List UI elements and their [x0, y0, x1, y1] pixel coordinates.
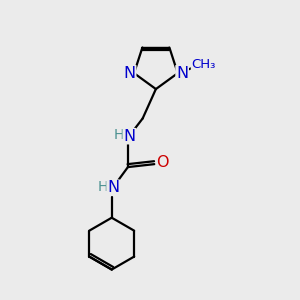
- Text: H: H: [114, 128, 124, 142]
- Text: N: N: [107, 180, 119, 195]
- Text: O: O: [156, 155, 169, 170]
- Text: H: H: [98, 180, 108, 194]
- Text: N: N: [123, 129, 136, 144]
- Text: N: N: [176, 66, 188, 81]
- Text: N: N: [124, 66, 136, 81]
- Text: CH₃: CH₃: [191, 58, 216, 71]
